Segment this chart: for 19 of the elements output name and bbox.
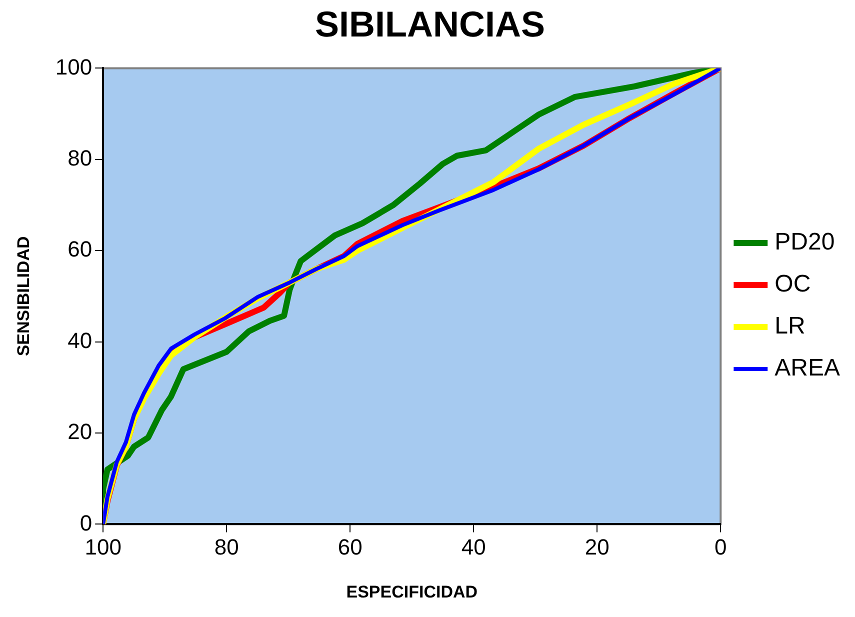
y-tick-label: 40 <box>68 328 92 353</box>
chart-title: SIBILANCIAS <box>314 4 546 45</box>
legend-label: OC <box>774 270 811 298</box>
y-axis-title: SENSIBILIDAD <box>14 236 33 356</box>
y-tick-label: 80 <box>68 145 92 170</box>
y-tick-label: 60 <box>68 236 92 262</box>
x-tick-label: 20 <box>584 534 610 560</box>
legend-label: AREA <box>774 354 840 382</box>
x-tick-label: 60 <box>338 534 362 560</box>
legend-label: LR <box>774 312 806 340</box>
x-axis-title: ESPECIFICIDAD <box>346 582 478 602</box>
y-tick-label: 0 <box>80 510 92 536</box>
x-tick-label: 40 <box>461 534 486 560</box>
x-tick-label: 80 <box>214 534 239 560</box>
y-tick-label: 100 <box>55 54 92 80</box>
x-tick-label: 0 <box>714 534 727 560</box>
y-tick-label: 20 <box>68 419 92 444</box>
legend-label: PD20 <box>774 228 835 256</box>
x-tick-label: 100 <box>84 534 122 560</box>
